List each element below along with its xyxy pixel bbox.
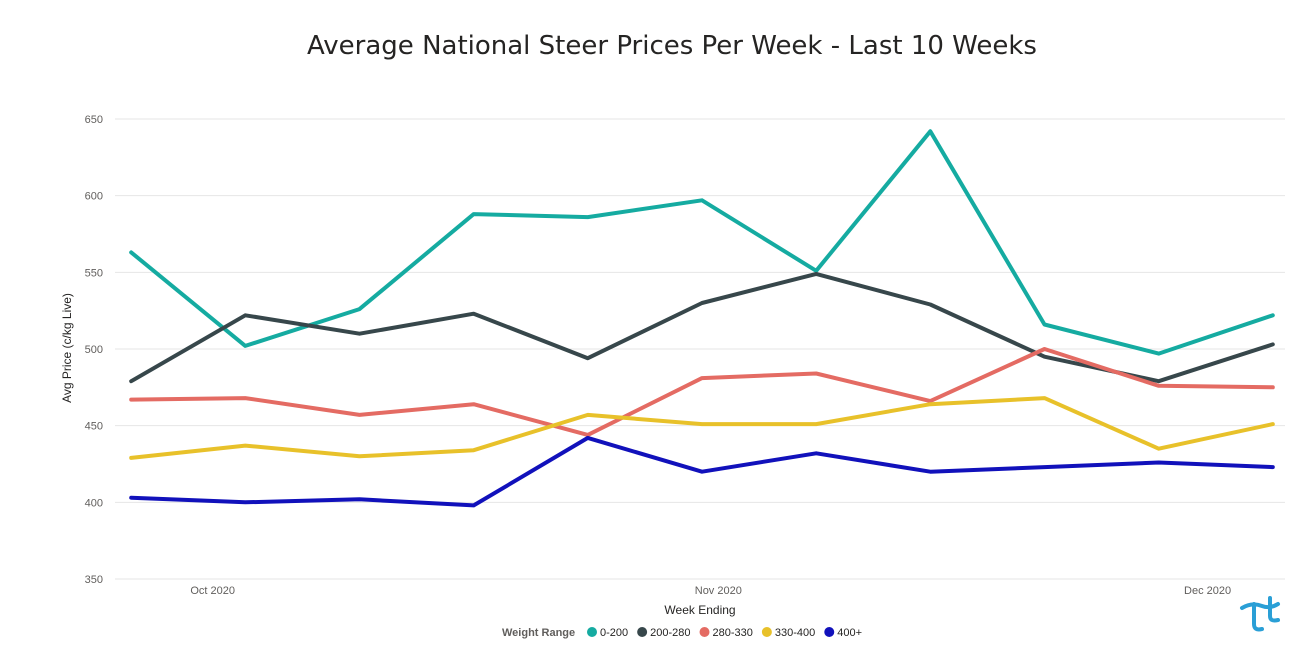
x-tick-label: Oct 2020: [190, 585, 235, 597]
y-tick-label: 650: [85, 114, 103, 126]
y-axis-title: Avg Price (c/kg Live): [60, 293, 74, 403]
legend-marker: [637, 627, 648, 637]
legend-marker: [761, 627, 772, 637]
series-line-400+: [129, 435, 1275, 508]
y-tick-label: 550: [85, 267, 103, 279]
legend-items: 0-200 200-280 280-330 330-400 400+: [587, 627, 862, 639]
series-line-330-400: [129, 396, 1275, 460]
series-lines: [129, 129, 1275, 508]
series-line-200-280: [129, 271, 1275, 384]
legend-marker: [587, 627, 597, 637]
x-tick-label: Dec 2020: [1184, 585, 1231, 597]
legend-label: 400+: [837, 627, 862, 639]
x-axis-title: Week Ending: [664, 603, 735, 617]
series-line-0-200: [129, 129, 1275, 356]
y-tick-label: 600: [85, 191, 103, 203]
legend-label: 280-330: [713, 627, 753, 639]
y-tick-label: 350: [85, 574, 103, 586]
y-tick-label: 400: [85, 497, 103, 509]
x-tick-label: Nov 2020: [695, 585, 742, 597]
gridlines: [115, 118, 1285, 580]
y-tick-label: 450: [85, 421, 103, 433]
legend-label: 330-400: [775, 627, 815, 639]
legend: Weight Range 0-200 200-280 280-330 330-400 4…: [502, 627, 862, 639]
legend-label: 0-200: [600, 627, 628, 639]
legend-marker: [699, 627, 710, 637]
chart-title: Average National Steer Prices Per Week -…: [307, 31, 1037, 61]
legend-title: Weight Range: [502, 627, 575, 639]
x-axis-ticks: Oct 2020 Nov 2020 Dec 2020: [190, 585, 1231, 597]
brand-logo-icon: [1240, 596, 1280, 632]
y-tick-label: 500: [85, 344, 103, 356]
legend-label: 200-280: [650, 627, 690, 639]
legend-marker: [824, 627, 835, 637]
y-axis-ticks: 350 400 450 500 550 600 650: [85, 114, 103, 586]
series-line-280-330: [129, 347, 1275, 437]
